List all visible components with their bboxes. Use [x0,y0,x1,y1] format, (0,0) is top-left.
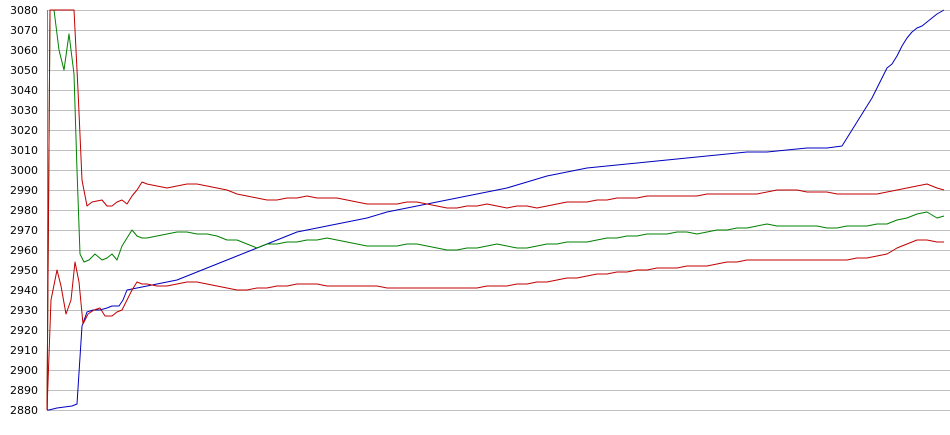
y-tick-label: 2920 [10,324,38,337]
y-tick-label: 3070 [10,24,38,37]
y-tick-label: 2980 [10,204,38,217]
y-tick-label: 2940 [10,284,38,297]
y-tick-label: 2970 [10,224,38,237]
series-line-green [46,9,945,411]
y-tick-label: 3050 [10,64,38,77]
y-tick-label: 2930 [10,304,38,317]
y-tick-labels: 2880 2890 2900 2910 2920 2930 2940 2950 2960 2970… [10,4,38,417]
y-tick-label: 2910 [10,344,38,357]
gridlines [47,10,950,411]
y-tick-label: 3000 [10,164,38,177]
series-line-red-lower [46,239,944,411]
y-tick-label: 2880 [10,404,38,417]
y-tick-label: 2990 [10,184,38,197]
y-tick-label: 3030 [10,104,38,117]
series-line-red-upper [46,9,945,411]
y-tick-label: 2900 [10,364,38,377]
y-tick-label: 3080 [10,4,38,17]
y-tick-label: 3010 [10,144,38,157]
y-tick-label: 3040 [10,84,38,97]
y-tick-label: 2890 [10,384,38,397]
series-lines [46,9,945,411]
y-tick-label: 3060 [10,44,38,57]
series-line-blue [47,9,945,411]
y-tick-label: 2950 [10,264,38,277]
y-tick-label: 2960 [10,244,38,257]
y-tick-label: 3020 [10,124,38,137]
